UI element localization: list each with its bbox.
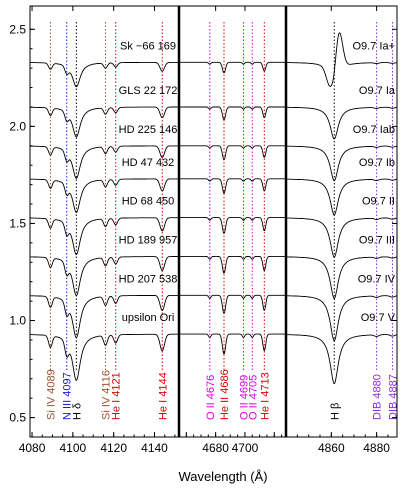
- spectral-type-label: O9.7 III: [359, 234, 395, 246]
- line-label: O II 4676: [205, 375, 217, 420]
- spectral-type-label: O9.7 IV: [358, 273, 396, 285]
- line-label: He I 4713: [259, 372, 271, 420]
- spectrum-line: [30, 294, 397, 342]
- line-label: He I 4121: [111, 372, 123, 420]
- spectral-type-label: O9.7 II: [362, 196, 395, 208]
- plot-frame: [29, 5, 398, 438]
- spectrum-line: [30, 178, 397, 216]
- spectrum-line: [30, 32, 397, 88]
- line-label: He II 4686: [219, 369, 231, 420]
- x-tick-label: 4080: [19, 441, 46, 455]
- x-tick-label: 4120: [100, 441, 127, 455]
- spectral-type-label: O9.7 Ib: [359, 157, 395, 169]
- spectrum-line: [30, 217, 397, 258]
- y-tick-label: 1.0: [9, 314, 26, 328]
- star-labels: Sk −66 169 O9.7 Ia+ GLS 22 172 O9.7 Ia HD 22…: [119, 40, 396, 324]
- star-name-label: GLS 22 172: [119, 85, 178, 97]
- plot-border: [29, 5, 398, 438]
- y-tick-label: 2.0: [9, 119, 26, 133]
- spectral-type-label: O9.7 V: [361, 312, 396, 324]
- x-tick-label: 4880: [363, 441, 390, 455]
- line-label: O II 4699: [238, 375, 250, 420]
- line-label: O II 4705: [247, 375, 259, 420]
- spectrum-line: [30, 255, 397, 299]
- x-tick-label: 4100: [60, 441, 87, 455]
- y-tick-label: 1.5: [9, 216, 26, 230]
- reference-lines: [49, 22, 393, 372]
- spectrum-line: [30, 333, 397, 385]
- star-name-label: upsilon Ori: [122, 312, 175, 324]
- line-label: N III 4097: [62, 372, 74, 420]
- spectra-series: [30, 32, 397, 385]
- line-label: H δ: [71, 403, 83, 420]
- axes: 0.5 1.0 1.5 2.0 2.5 4080 4100 4120 4140 4680 4700 4…: [9, 6, 397, 455]
- spectrum-line: [30, 145, 397, 182]
- line-label: DIB 4887: [387, 374, 399, 420]
- x-tick-label: 4140: [141, 441, 168, 455]
- star-name-label: HD 189 957: [119, 234, 178, 246]
- x-tick-label: 4860: [318, 441, 345, 455]
- x-tick-label: 4680: [202, 441, 229, 455]
- line-label: Si IV 4116: [101, 370, 113, 420]
- spectral-type-label: O9.7 Iab: [353, 124, 395, 136]
- line-label: DIB 4880: [372, 374, 384, 420]
- star-name-label: HD 68 450: [122, 196, 175, 208]
- line-label: Si IV 4089: [45, 369, 57, 420]
- star-name-label: HD 207 538: [119, 273, 178, 285]
- y-tick-label: 2.5: [9, 22, 26, 36]
- star-name-label: HD 47 432: [122, 157, 175, 169]
- star-name-label: HD 225 146: [119, 124, 178, 136]
- spectral-type-label: O9.7 Ia: [359, 85, 396, 97]
- y-tick-label: 0.5: [9, 411, 26, 425]
- x-tick-label: 4700: [232, 441, 259, 455]
- line-label: He I 4144: [157, 372, 169, 420]
- spectral-type-label: O9.7 Ia+: [352, 40, 395, 52]
- spectrum-line: [30, 106, 397, 140]
- line-label: H β: [329, 403, 341, 420]
- x-axis-label: Wavelength (Å): [178, 469, 267, 484]
- star-name-label: Sk −66 169: [120, 40, 176, 52]
